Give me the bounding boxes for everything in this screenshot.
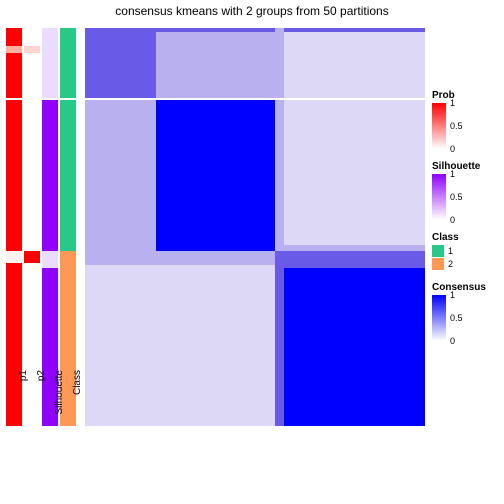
- legend-class: Class12: [432, 232, 500, 270]
- class-swatch-2: [432, 258, 444, 270]
- anno-p2: [24, 28, 40, 426]
- anno-Class: [60, 28, 76, 426]
- block-g2g1: [85, 251, 275, 426]
- anno-Silhouette: [42, 28, 58, 426]
- class-swatch-1: [432, 245, 444, 257]
- plot-title: consensus kmeans with 2 groups from 50 p…: [0, 4, 504, 18]
- block-g1g2: [275, 28, 425, 251]
- legend-sil: Silhouette10.50: [432, 161, 500, 220]
- legend-prob: Prob10.50: [432, 90, 500, 149]
- consensus-heatmap: [85, 28, 425, 426]
- annotation-tracks: [6, 28, 78, 426]
- legend-prob-bar: 10.50: [432, 103, 446, 149]
- anno-p1: [6, 28, 22, 426]
- figure: consensus kmeans with 2 groups from 50 p…: [0, 0, 504, 504]
- legends: Prob10.50 Silhouette10.50 Class12 Consensus…: [432, 90, 500, 353]
- legend-sil-bar: 10.50: [432, 174, 446, 220]
- legend-cons: Consensus10.50: [432, 282, 500, 341]
- legend-cons-bar: 10.50: [432, 295, 446, 341]
- block-g2g2: [275, 251, 425, 426]
